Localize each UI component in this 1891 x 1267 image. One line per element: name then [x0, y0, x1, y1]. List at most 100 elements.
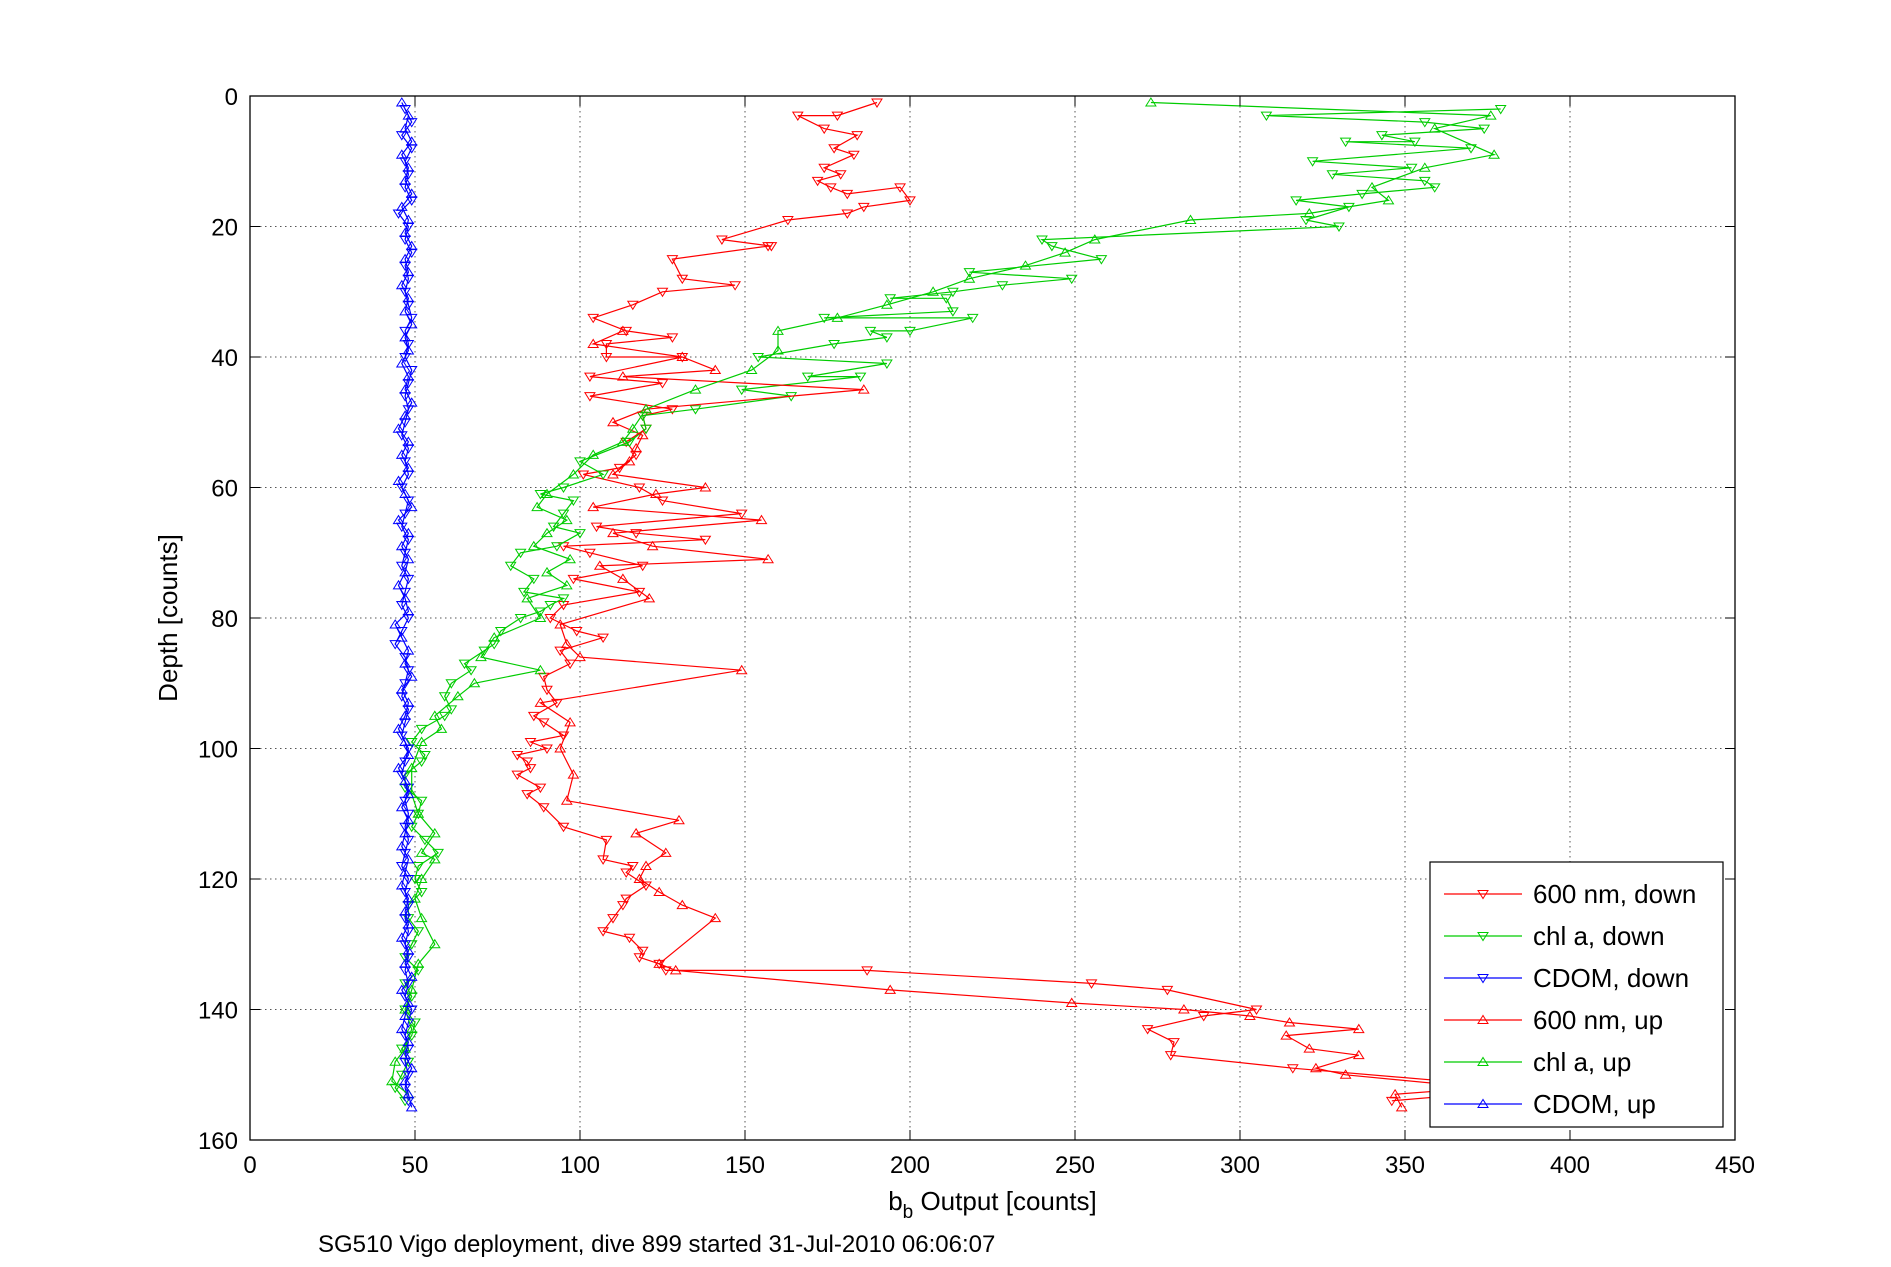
data-point	[640, 403, 652, 414]
data-point	[880, 359, 893, 369]
data-point	[537, 803, 550, 813]
legend-label: 600 nm, up	[1533, 1005, 1663, 1035]
data-point	[395, 540, 408, 551]
data-point	[402, 292, 415, 303]
data-point	[550, 542, 563, 552]
data-point	[828, 144, 841, 154]
data-point	[395, 880, 408, 890]
data-point	[399, 592, 412, 603]
data-point	[560, 579, 573, 590]
data-point	[633, 873, 646, 883]
data-point	[402, 997, 415, 1007]
legend-item: CDOM, down	[1444, 963, 1689, 993]
data-point	[399, 253, 412, 264]
legend-label: CDOM, down	[1533, 963, 1689, 993]
x-tick-label: 250	[1055, 1152, 1095, 1179]
data-point	[587, 449, 600, 459]
data-point	[399, 1043, 412, 1053]
data-point	[772, 345, 784, 355]
data-point	[399, 509, 412, 520]
legend-item: 600 nm, down	[1444, 879, 1696, 909]
data-point	[574, 529, 586, 539]
data-point	[405, 501, 418, 512]
data-point	[791, 111, 804, 122]
series-cdom-up	[389, 97, 418, 1112]
data-point	[626, 861, 639, 872]
series-600-nm-down	[511, 98, 1474, 1107]
data-point	[656, 496, 669, 506]
legend-swatch-marker	[1477, 1056, 1489, 1066]
data-point	[554, 619, 567, 629]
data-point	[399, 410, 412, 420]
legend-swatch-marker	[1477, 932, 1489, 942]
data-point	[399, 1004, 412, 1014]
data-point	[527, 574, 540, 585]
data-point	[402, 162, 415, 172]
data-point	[854, 372, 867, 383]
data-point	[557, 731, 570, 741]
series-chl-a-down	[389, 105, 1507, 1107]
data-point	[1283, 1017, 1296, 1027]
data-point	[445, 679, 458, 689]
data-point	[399, 1049, 412, 1060]
data-point	[904, 196, 916, 206]
data-point	[946, 287, 959, 298]
data-point	[564, 553, 577, 564]
data-point	[834, 170, 847, 180]
data-point	[880, 333, 893, 343]
x-tick-label: 0	[243, 1152, 256, 1179]
x-axis-label-rest: Output [counts]	[913, 1186, 1097, 1216]
data-point	[659, 847, 672, 857]
data-point	[405, 762, 418, 773]
data-point	[752, 353, 765, 363]
data-point	[399, 679, 412, 689]
data-point	[640, 860, 652, 870]
data-point	[405, 984, 418, 994]
data-point	[1164, 1051, 1177, 1061]
data-point	[1356, 189, 1369, 200]
data-point	[405, 971, 418, 981]
data-point	[666, 255, 679, 265]
y-tick-label: 20	[211, 215, 238, 242]
data-point	[966, 313, 979, 324]
data-point	[402, 697, 415, 707]
data-point	[399, 566, 412, 577]
data-point	[402, 371, 415, 381]
data-point	[963, 268, 976, 278]
data-point	[527, 711, 540, 722]
legend-label: chl a, up	[1533, 1047, 1631, 1077]
data-point	[557, 509, 570, 520]
data-point	[894, 183, 907, 193]
data-point	[511, 770, 524, 781]
x-tick-label: 200	[890, 1152, 930, 1179]
legend-label: 600 nm, down	[1533, 879, 1696, 909]
data-point	[415, 736, 428, 746]
legend-item: chl a, down	[1444, 921, 1665, 951]
data-point	[405, 397, 418, 407]
data-point	[1352, 1023, 1365, 1034]
x-tick-label: 400	[1550, 1152, 1590, 1179]
x-axis-label-subscript: b	[903, 1202, 914, 1223]
legend-box	[1429, 861, 1724, 1128]
data-point	[1088, 234, 1101, 244]
data-point	[851, 131, 864, 141]
data-point	[511, 751, 524, 761]
x-tick-label: 450	[1715, 1152, 1755, 1179]
data-point	[504, 561, 517, 572]
data-point	[715, 235, 728, 245]
data-point	[636, 946, 649, 957]
data-point	[666, 333, 679, 343]
y-tick-label: 80	[211, 606, 238, 633]
data-point	[1184, 214, 1197, 224]
data-point	[1250, 1005, 1263, 1015]
data-point	[402, 553, 415, 564]
data-point	[399, 384, 412, 394]
data-point	[402, 214, 415, 224]
data-point	[531, 501, 544, 512]
data-point	[1418, 118, 1431, 128]
data-point	[554, 646, 567, 657]
data-point	[927, 286, 940, 296]
x-tick-label: 50	[402, 1152, 429, 1179]
data-point	[392, 762, 405, 773]
x-tick-label: 150	[725, 1152, 765, 1179]
